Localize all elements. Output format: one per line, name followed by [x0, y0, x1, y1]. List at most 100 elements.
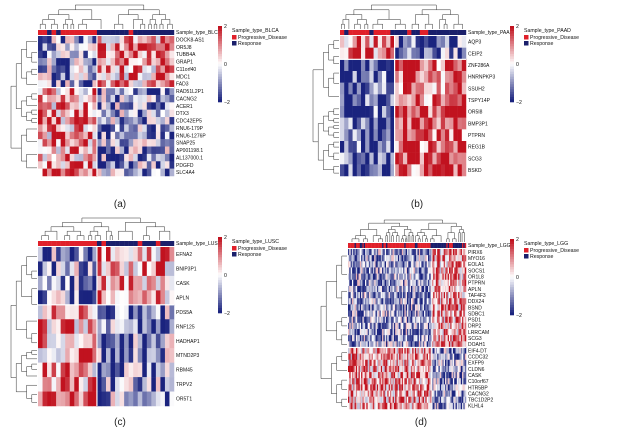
heatmap-cell	[426, 372, 429, 379]
heatmap-cell	[417, 396, 420, 404]
heatmap-cell	[388, 279, 391, 287]
heatmap-cell	[115, 72, 120, 81]
heatmap-cell	[442, 365, 444, 373]
heatmap-cell	[414, 261, 417, 268]
heatmap-cell	[425, 292, 427, 299]
heatmap-cell	[452, 335, 455, 342]
heatmap-cell	[401, 316, 404, 324]
heatmap-cell	[461, 164, 467, 177]
dendrogram-branch	[341, 398, 347, 407]
color-scale-step	[218, 292, 222, 296]
dendrogram-branch	[312, 69, 324, 143]
heatmap-cell	[376, 298, 379, 305]
heatmap-cell	[372, 347, 375, 354]
heatmap-cell	[349, 359, 351, 367]
heatmap-cell	[106, 43, 111, 51]
heatmap-cell	[370, 341, 372, 348]
heatmap-cell	[380, 304, 383, 311]
heatmap-cell	[403, 304, 405, 311]
heatmap-cell	[442, 279, 444, 287]
heatmap-cell	[383, 384, 385, 391]
heatmap-cell	[106, 131, 111, 140]
heatmap-cell	[442, 372, 444, 379]
heatmap-cell	[397, 378, 400, 385]
heatmap-cell	[417, 267, 420, 274]
annotation-cell	[155, 30, 161, 35]
heatmap-cell	[78, 36, 84, 44]
annotation-cell	[344, 30, 349, 35]
heatmap-cell	[429, 273, 431, 281]
heatmap-cell	[447, 322, 450, 330]
color-scale-step	[218, 41, 222, 45]
heatmap-cell	[349, 329, 351, 336]
heatmap-cell	[407, 402, 409, 410]
heatmap-cell	[350, 378, 353, 385]
heatmap-cell	[439, 390, 442, 397]
heatmap-cell	[409, 279, 412, 287]
heatmap-cell	[433, 285, 435, 293]
heatmap-cell	[429, 279, 431, 287]
heatmap-cell	[407, 249, 409, 256]
heatmap-cell	[368, 285, 371, 293]
heatmap-cell	[69, 131, 75, 140]
dendrogram-branch	[336, 384, 342, 404]
heatmap-cell	[96, 65, 102, 74]
heatmap-cell	[382, 106, 387, 118]
heatmap-cell	[464, 261, 467, 268]
gene-label: PDGFD	[176, 163, 194, 169]
heatmap-cell	[441, 292, 443, 299]
heatmap-cell	[359, 335, 362, 342]
heatmap-cell	[60, 80, 66, 88]
heatmap-cell	[350, 322, 353, 330]
heatmap-cell	[428, 141, 433, 153]
heatmap-cell	[393, 322, 396, 330]
annotation-cell	[455, 243, 458, 248]
heatmap-cell	[418, 304, 421, 311]
heatmap-cell	[344, 106, 349, 118]
color-scale-step	[510, 84, 514, 88]
heatmap-cell	[436, 117, 442, 130]
dendrogram-branch	[377, 19, 401, 25]
heatmap-cell	[424, 390, 426, 397]
heatmap-cell	[439, 378, 442, 385]
heatmap-cell	[110, 161, 116, 169]
heatmap-cell	[457, 59, 463, 72]
annotation-cell	[422, 243, 425, 248]
heatmap-cell	[146, 80, 152, 88]
heatmap-cell	[115, 87, 120, 96]
heatmap-cell	[92, 72, 98, 81]
heatmap-cell	[378, 372, 380, 379]
heatmap-cell	[400, 310, 403, 317]
heatmap-cell	[446, 353, 448, 361]
heatmap-cell	[371, 341, 374, 348]
heatmap-cell	[389, 322, 392, 330]
heatmap-cell	[383, 372, 385, 379]
legend-item-label: Response	[238, 252, 261, 258]
heatmap-cell	[438, 365, 441, 373]
heatmap-cell	[435, 347, 438, 354]
heatmap-cell	[363, 292, 366, 299]
heatmap-cell	[447, 279, 450, 287]
heatmap-cell	[128, 290, 134, 306]
heatmap-cell	[371, 310, 374, 317]
heatmap-cell	[83, 58, 89, 66]
heatmap-cell	[408, 249, 410, 256]
panel-d-gene-labels: PIRX6MYO16EOLA1SOCS1OR1L8PTPRNAPLNTAF4F3…	[468, 250, 494, 410]
heatmap-cell	[160, 65, 166, 74]
color-scale-step	[510, 74, 514, 77]
heatmap-cell	[446, 335, 448, 342]
annotation-cell	[400, 243, 402, 248]
heatmap-cell	[350, 285, 353, 293]
heatmap-cell	[438, 267, 441, 274]
heatmap-cell	[87, 109, 93, 118]
heatmap-cell	[357, 329, 359, 336]
heatmap-cell	[378, 341, 380, 348]
heatmap-cell	[448, 298, 451, 305]
heatmap-cell	[362, 402, 364, 410]
heatmap-cell	[363, 329, 366, 336]
gene-label: EFNA2	[176, 252, 192, 258]
heatmap-cell	[409, 267, 412, 274]
heatmap-cell	[69, 80, 75, 88]
heatmap-cell	[379, 372, 382, 379]
dendrogram-branch	[89, 230, 99, 236]
